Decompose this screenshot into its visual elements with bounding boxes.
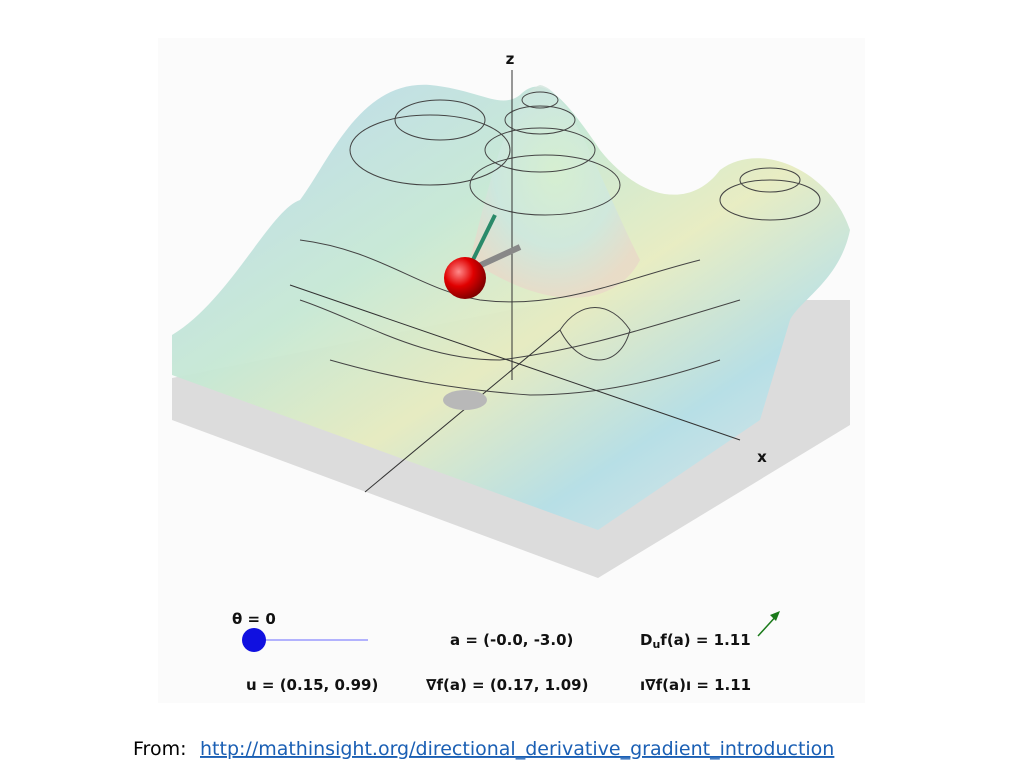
gradient-norm-text: ı∇f(a)ı = 1.11 [640, 676, 751, 694]
d-symbol: D [640, 631, 652, 649]
surface [172, 84, 850, 530]
x-axis [289, 284, 741, 441]
controls: θ = 0 a = (-0.0, -3.0) Duf(a) = 1.11 u =… [232, 610, 780, 694]
slider-handle[interactable] [242, 628, 266, 652]
gradient-text: ∇f(a) = (0.17, 1.09) [426, 676, 588, 694]
shadow [443, 390, 487, 410]
figure: z x [158, 38, 865, 703]
small-arrow-head [770, 611, 780, 621]
caption-prefix: From: [133, 738, 186, 760]
directional-derivative: Duf(a) = 1.11 [640, 631, 751, 651]
u-text: u = (0.15, 0.99) [246, 676, 378, 694]
caption: From: http://mathinsight.org/directional… [133, 738, 834, 760]
d-rest: f(a) = 1.11 [660, 631, 750, 649]
y-axis [364, 329, 561, 493]
caption-link[interactable]: http://mathinsight.org/directional_deriv… [200, 738, 834, 760]
point-a-text: a = (-0.0, -3.0) [450, 631, 573, 649]
theta-label: θ = 0 [232, 610, 276, 628]
z-label: z [506, 50, 515, 68]
axes [289, 70, 741, 493]
point-a [444, 257, 486, 299]
contour-lines [299, 91, 821, 396]
d-subscript: u [652, 638, 660, 651]
x-label: x [757, 448, 767, 466]
